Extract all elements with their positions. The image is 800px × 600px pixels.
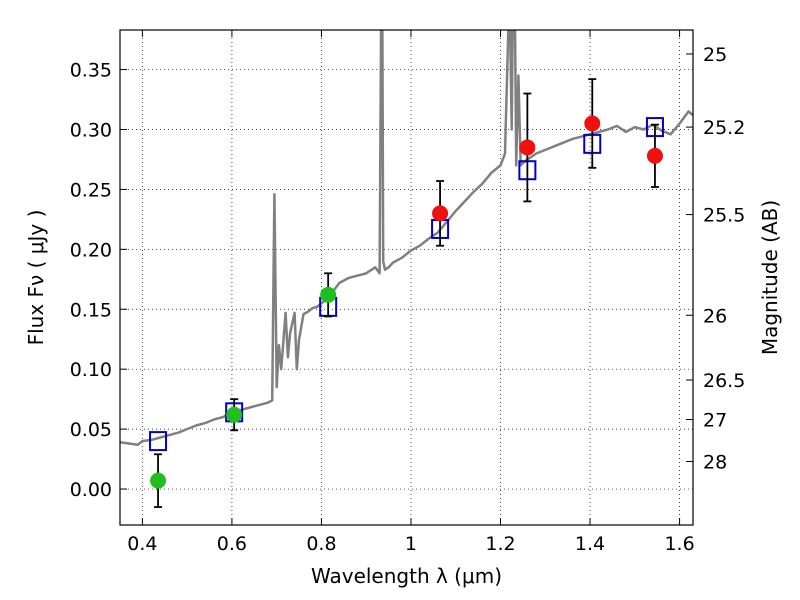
x-tick-label: 1.4 [575,533,605,555]
x-tick-label: 1.2 [485,533,515,555]
right-y-axis-label: Magnitude (AB) [758,200,782,355]
x-tick-label: 0.8 [306,533,336,555]
markers-layer [149,78,664,508]
grid-lines [120,30,693,525]
right-tick-label: 25.5 [703,205,745,227]
y-tick-label: 0.15 [70,299,112,321]
y-tick-label: 0.35 [70,60,112,82]
model-square [149,431,168,452]
x-tick-label: 1.6 [664,533,694,555]
axis-ticks: 0.4 0.6 0.8 1 1.2 1.4 1.6 0.00 0.05 0.10 0.15 0.20 0… [70,30,745,555]
x-axis-label: Wavelength λ (μm) [311,564,502,588]
right-tick-label: 27 [703,410,727,432]
data-point [584,115,601,132]
x-tick-label: 0.4 [127,533,157,555]
data-point [432,205,449,222]
y-tick-label: 0.25 [70,179,112,201]
plot-frame [119,29,694,526]
data-point [226,406,243,423]
spectrum-layer [120,30,693,446]
y-tick-label: 0.00 [70,479,112,501]
right-tick-label: 25.2 [703,117,745,139]
right-tick-label: 26 [703,305,727,327]
data-point [150,472,167,489]
right-tick-label: 28 [703,451,727,473]
data-point [320,286,337,303]
right-tick-label: 26.5 [703,370,745,392]
x-tick-label: 1 [405,533,417,555]
y-axis-label: Flux Fν ( μJy ) [24,210,48,346]
x-tick-label: 0.6 [217,533,247,555]
y-tick-label: 0.10 [70,359,112,381]
y-tick-label: 0.30 [70,119,112,141]
y-tick-label: 0.05 [70,419,112,441]
right-tick-label: 25 [703,44,727,66]
y-tick-label: 0.20 [70,239,112,261]
data-point [519,139,536,156]
data-point [646,147,663,164]
spectrum-line [120,30,693,446]
